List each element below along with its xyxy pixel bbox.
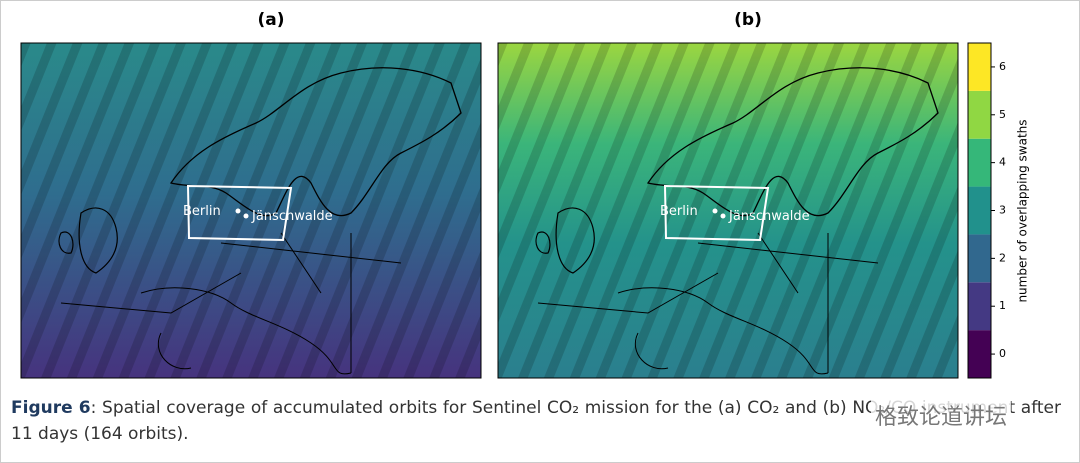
map-a: Berlin Jänschwalde <box>20 42 482 379</box>
study-box <box>663 184 770 242</box>
place-label: Jänschwalde <box>251 209 333 224</box>
colorbar-tick-label: 0 <box>999 347 1006 360</box>
caption-text: : Spatial coverage of accumulated orbits… <box>11 398 1062 444</box>
map-frame <box>20 42 482 379</box>
site-dot <box>720 213 726 219</box>
site-dot <box>243 213 249 219</box>
panel-label: (a) <box>257 10 284 30</box>
colorbar: 0 1 2 3 4 5 6 <box>967 42 1006 379</box>
site-dot <box>235 208 241 214</box>
figure-graphics: (a) (b) Berlin Jänschwalde Berlin Jänsch… <box>20 10 1030 379</box>
colorbar-segment <box>968 330 991 378</box>
map-frame <box>497 42 959 379</box>
colorbar-tick-label: 1 <box>999 299 1006 312</box>
place-label: Berlin <box>183 204 221 219</box>
colorbar-label: number of overlapping swaths <box>1016 119 1030 302</box>
colorbar-segment <box>968 186 991 235</box>
panel-label: (b) <box>734 10 762 30</box>
colorbar-tick-label: 6 <box>999 60 1006 73</box>
colorbar-tick-label: 3 <box>999 204 1006 217</box>
colorbar-segment <box>968 43 991 91</box>
caption-lead: Figure 6 <box>11 398 91 418</box>
colorbar-segment <box>968 138 991 187</box>
colorbar-tick-label: 4 <box>999 156 1006 169</box>
colorbar-segment <box>968 234 991 283</box>
place-label: Jänschwalde <box>728 209 810 224</box>
colorbar-segment <box>968 90 991 139</box>
colorbar-tick-label: 5 <box>999 108 1006 121</box>
site-dot <box>712 208 718 214</box>
map-b: Berlin Jänschwalde <box>497 42 959 379</box>
watermark: 格致论道讲坛 <box>871 399 1012 431</box>
caption: Figure 6: Spatial coverage of accumulate… <box>11 395 1061 447</box>
place-label: Berlin <box>660 204 698 219</box>
study-box <box>186 184 293 242</box>
colorbar-tick-label: 2 <box>999 251 1006 264</box>
colorbar-segment <box>968 282 991 331</box>
